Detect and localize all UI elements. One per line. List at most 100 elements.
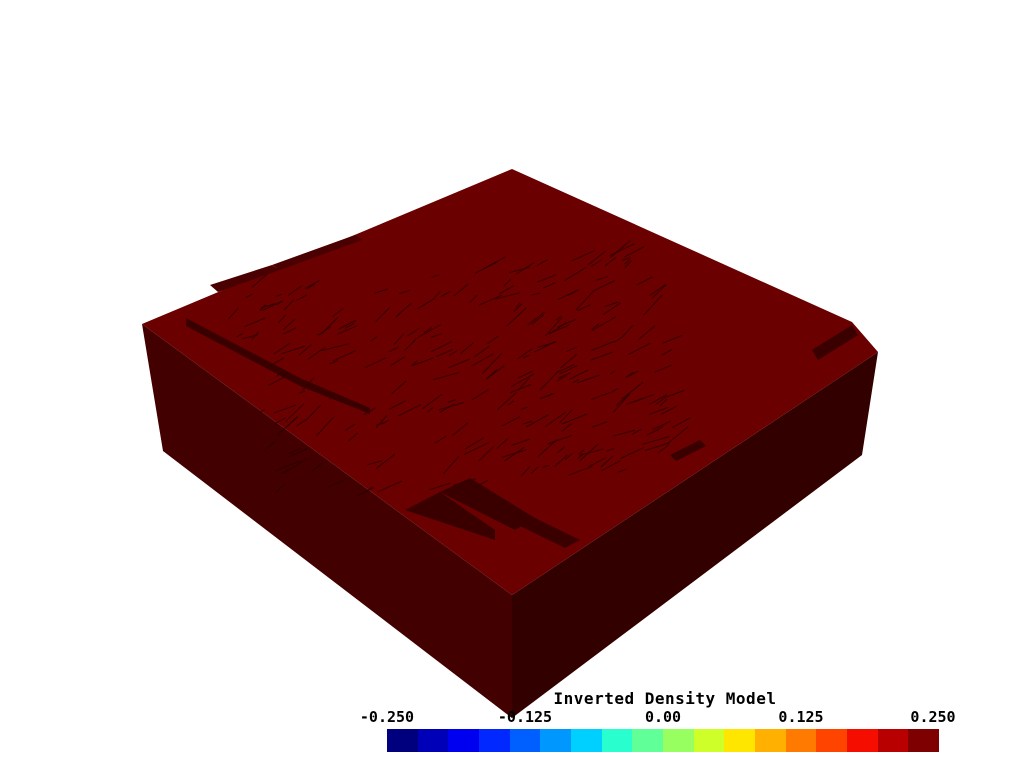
texture-stroke (236, 332, 243, 338)
texture-stroke (522, 420, 533, 425)
texture-stroke (431, 274, 440, 278)
texture-stroke (482, 353, 503, 374)
texture-stroke (542, 464, 550, 468)
colormap-swatch (571, 729, 602, 752)
texture-stroke (304, 280, 320, 290)
colormap-swatch (663, 729, 694, 752)
ledge-step (210, 265, 280, 292)
texture-stroke (509, 384, 532, 394)
texture-stroke (306, 283, 316, 290)
surface-texture (228, 240, 691, 497)
texture-stroke (269, 357, 285, 367)
texture-stroke (337, 325, 358, 335)
scalar-bar-tick-3: 0.125 (778, 708, 824, 726)
texture-stroke (498, 285, 515, 295)
texture-stroke (561, 413, 588, 425)
texture-stroke (666, 426, 689, 445)
ledge-step (440, 478, 535, 530)
scalar-bar-tick-1: -0.125 (497, 708, 553, 726)
texture-stroke (620, 446, 645, 459)
texture-stroke (636, 276, 653, 286)
texture-stroke (575, 290, 594, 311)
texture-stroke (365, 486, 373, 493)
texture-stroke (651, 284, 667, 299)
texture-stroke (273, 342, 291, 355)
texture-stroke (560, 353, 578, 369)
colormap-swatch (755, 729, 786, 752)
scalar-bar-tick-0: -0.250 (359, 708, 415, 726)
texture-stroke (282, 319, 296, 331)
texture-stroke (559, 365, 578, 375)
texture-stroke (587, 250, 607, 266)
texture-stroke (348, 432, 359, 442)
texture-stroke (610, 387, 619, 393)
texture-stroke (621, 257, 631, 261)
texture-stroke (287, 447, 308, 458)
colormap-swatch (724, 729, 756, 752)
texture-stroke (388, 400, 406, 410)
texture-stroke (245, 293, 254, 299)
texture-stroke (275, 293, 282, 297)
texture-stroke (276, 416, 299, 436)
texture-stroke (649, 283, 667, 296)
texture-stroke (395, 313, 401, 318)
texture-stroke (273, 404, 296, 414)
texture-stroke (287, 285, 302, 296)
texture-stroke (659, 398, 668, 407)
texture-stroke (244, 317, 266, 328)
texture-stroke (228, 307, 239, 320)
texture-stroke (433, 372, 460, 381)
texture-stroke (434, 291, 441, 298)
texture-stroke (579, 448, 604, 456)
texture-stroke (595, 276, 608, 281)
scalar-bar-colormap (387, 729, 940, 752)
texture-stroke (469, 294, 478, 304)
colormap-swatch (908, 729, 940, 752)
texture-stroke (423, 327, 432, 334)
texture-stroke (572, 379, 579, 384)
texture-stroke (328, 477, 348, 488)
texture-stroke (657, 444, 670, 454)
texture-stroke (531, 292, 541, 296)
colormap-swatch (877, 729, 909, 752)
texture-stroke (307, 346, 326, 360)
texture-stroke (453, 283, 469, 297)
texture-stroke (512, 303, 523, 313)
colormap-swatch (417, 729, 449, 752)
texture-stroke (370, 336, 378, 342)
texture-stroke (588, 457, 606, 468)
texture-stroke (590, 391, 611, 401)
texture-stroke (332, 307, 344, 317)
texture-stroke (452, 478, 477, 486)
texture-stroke (321, 343, 350, 352)
texture-stroke (531, 314, 545, 325)
texture-stroke (478, 294, 502, 306)
texture-stroke (478, 445, 495, 462)
texture-stroke (443, 455, 460, 475)
texture-stroke (525, 414, 549, 428)
texture-stroke (417, 297, 436, 310)
texture-stroke (262, 300, 283, 311)
texture-stroke (518, 377, 530, 390)
texture-stroke (439, 403, 455, 413)
texture-stroke (463, 441, 490, 456)
colormap-swatch (387, 729, 418, 752)
colormap-swatch (540, 729, 572, 752)
texture-stroke (427, 407, 434, 413)
texture-stroke (451, 422, 469, 437)
texture-stroke (375, 307, 390, 323)
colormap-swatch (785, 729, 817, 752)
colormap-swatch (509, 729, 541, 752)
texture-stroke (517, 348, 533, 360)
texture-stroke (317, 326, 332, 336)
texture-stroke (623, 246, 645, 258)
texture-stroke (617, 468, 627, 473)
texture-stroke (283, 299, 295, 311)
texture-stroke (393, 333, 405, 345)
texture-stroke (285, 403, 305, 422)
texture-stroke (655, 398, 664, 406)
texture-stroke (503, 446, 525, 462)
texture-stroke (411, 360, 418, 367)
